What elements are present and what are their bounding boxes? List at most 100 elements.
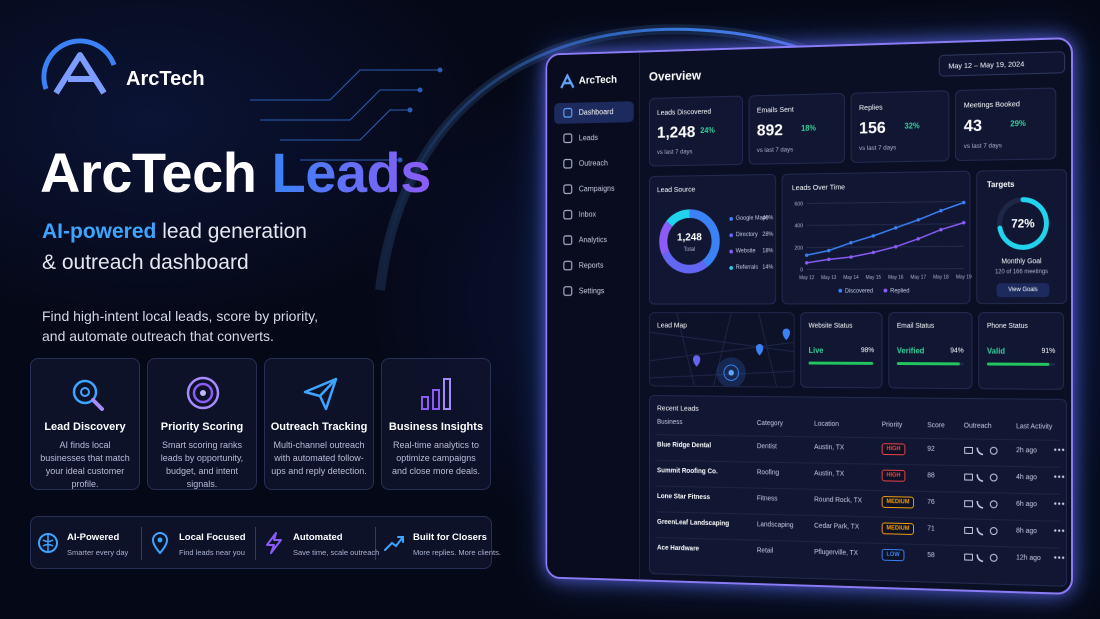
status-bar [808, 361, 873, 365]
menu-dots [1054, 475, 1065, 479]
feature-card: Outreach Tracking Multi-channel outreach … [264, 358, 374, 490]
subtitle-rest: lead generation [162, 220, 307, 243]
nav-icon [563, 260, 573, 270]
series-point [849, 240, 853, 245]
feature-text: Smart scoring ranks leads by opportunity… [160, 440, 244, 489]
nav-item[interactable]: Reports [578, 261, 604, 270]
badge-divider [141, 527, 142, 560]
series-point [827, 248, 831, 253]
targets-card: Targets 72% Monthly Goal 120 of 166 meeting… [976, 169, 1068, 305]
status-state: Valid [986, 346, 1006, 356]
status-title: Phone Status [986, 322, 1028, 330]
outreach-icons [964, 525, 1003, 536]
status-value: 91% [1041, 347, 1056, 355]
x-tick-label: May 14 [843, 275, 859, 281]
cell-category: Fitness [756, 495, 778, 503]
date-range[interactable]: May 12 – May 19, 2024 [938, 51, 1066, 77]
menu-dots [1054, 502, 1065, 506]
priority-pill: LOW [881, 548, 905, 562]
series-point [849, 255, 853, 259]
cell-category: Retail [756, 547, 774, 555]
x-tick-label: May 15 [866, 275, 882, 281]
status-card: Phone Status Valid 91% [978, 312, 1065, 390]
kpi-value: 892 [756, 120, 783, 140]
donut-total: 1,248 [677, 231, 702, 243]
status-state: Verified [896, 346, 925, 356]
lead-source-title: Lead Source [656, 184, 696, 195]
series-point [827, 257, 831, 262]
line-chart: 0 200 400 600 May 12 May 13 May 14 May 15 May 16… [794, 172, 971, 295]
view-goals-button[interactable]: View Goals [996, 283, 1050, 298]
cell-business: GreenLeaf Landscaping [656, 518, 730, 528]
x-tick-label: May 18 [933, 274, 949, 280]
status-bar [896, 362, 960, 366]
series-point [871, 250, 876, 255]
legend-value: 28% [762, 231, 774, 238]
nav-icon [563, 184, 573, 195]
series-point [939, 227, 943, 232]
nav-item[interactable]: Settings [578, 286, 605, 296]
cell-score: 92 [927, 445, 935, 453]
subtitle-line1: AI-powered lead generation [42, 220, 307, 244]
legend-label: Discovered [845, 288, 873, 294]
legend-dot [883, 288, 888, 293]
feature-card: Lead Discovery AI finds local businesses … [30, 358, 140, 490]
cell-score: 76 [927, 498, 935, 506]
series-point [939, 208, 943, 213]
feature-text: AI finds local businesses that match you… [40, 440, 130, 489]
grid-line [807, 246, 964, 247]
nav-item[interactable]: Dashboard [578, 107, 614, 117]
nav-item[interactable]: Inbox [578, 210, 597, 219]
status-value: 94% [950, 347, 964, 355]
series-point [805, 261, 809, 265]
x-tick-label: May 13 [821, 275, 837, 281]
date-text: May 12 – May 19, 2024 [948, 59, 1025, 71]
status-bar [986, 362, 1050, 366]
hero-title-main: ArcTech [40, 141, 257, 204]
kpi-value: 43 [963, 116, 983, 136]
kpi-label: Emails Sent [756, 104, 794, 115]
cell-last-activity: 4h ago [1016, 473, 1038, 482]
nav-item[interactable]: Leads [578, 133, 599, 143]
cell-location: Pflugerville, TX [814, 548, 859, 557]
hero-title-accent: Leads [271, 141, 432, 204]
kpi-card: Leads Discovered 1,248 24% vs last 7 days [648, 95, 744, 167]
y-tick-label: 600 [794, 201, 803, 207]
series-point [894, 244, 898, 249]
brand-name: ArcTech [126, 68, 205, 90]
menu-dots [1054, 556, 1065, 559]
series-point [805, 253, 809, 257]
kpi-change: 24% [700, 126, 715, 135]
nav-icon [563, 158, 573, 169]
nav-item[interactable]: Campaigns [578, 184, 615, 194]
outreach-icons [964, 552, 1003, 563]
badge-text: Smarter every day [67, 548, 129, 557]
legend-dot [838, 288, 843, 293]
feature-icon [421, 378, 451, 410]
recent-leads-card: Recent Leads Business Category Location Prio… [648, 395, 1068, 587]
hero-description: Find high-intent local leads, score by p… [42, 308, 318, 344]
nav-item[interactable]: Analytics [578, 235, 608, 245]
kpi-card: Emails Sent 892 18% vs last 7 days [748, 92, 845, 165]
grid-line [807, 201, 964, 203]
row-divider [655, 485, 1061, 495]
nav-icon [563, 209, 573, 219]
priority-pill: HIGH [881, 469, 906, 482]
x-tick-label: May 12 [799, 275, 814, 281]
badge-title: AI-Powered [67, 532, 120, 543]
status-card: Website Status Live 98% [800, 312, 883, 389]
badge-divider [255, 527, 256, 560]
nav-item[interactable]: Outreach [578, 158, 608, 168]
y-tick-label: 0 [800, 267, 803, 273]
feature-title: Outreach Tracking [270, 421, 368, 433]
grid-line [807, 224, 964, 226]
badge-icon [151, 532, 169, 554]
badge-icon [38, 533, 58, 553]
column-header: Business [656, 418, 683, 426]
kpi-change: 18% [801, 123, 817, 133]
donut: 1,248 Total [655, 205, 724, 278]
cell-last-activity: 6h ago [1016, 500, 1038, 509]
kpi-label: Meetings Booked [963, 99, 1020, 110]
